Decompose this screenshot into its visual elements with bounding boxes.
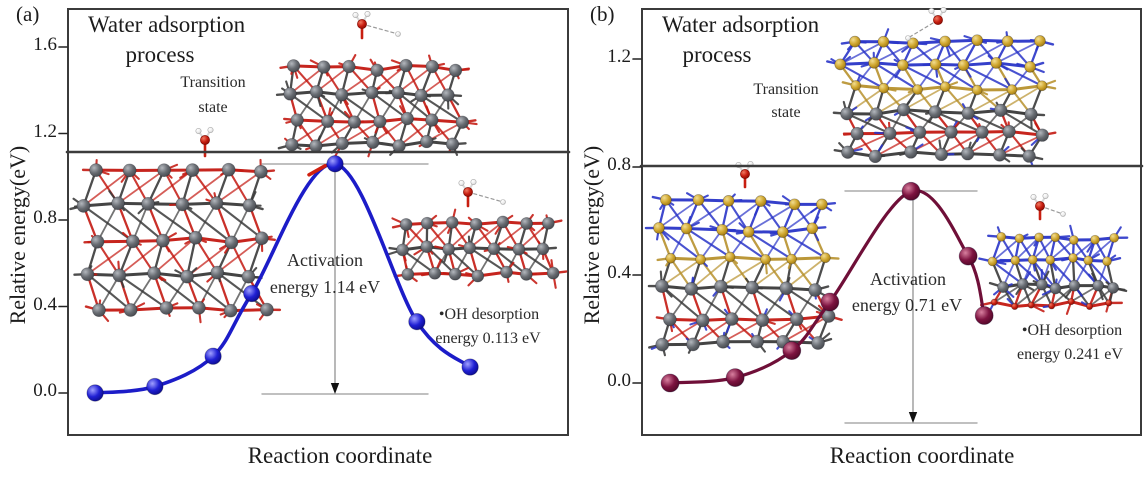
panel-a-activation-energy-line2: energy 1.14 eV <box>269 277 381 297</box>
panel-a-label: (a) <box>16 2 40 26</box>
panel-a-y-tick-label: 0.8 <box>33 207 57 228</box>
panel-b-title-line2: process <box>682 42 752 67</box>
panel-b-title-line1: Water adsorption <box>662 12 820 37</box>
panel-a-y-tick-label: 0.0 <box>33 380 57 401</box>
panel-a-plot-box <box>67 8 569 436</box>
panel-b-y-tick-label: 1.2 <box>607 46 631 67</box>
panel-b-desorption-energy-line2: energy 0.241 eV <box>1017 346 1123 363</box>
panel-b-transition-state-label-line2: state <box>771 104 801 121</box>
panel-a-desorption-energy-line2: energy 0.113 eV <box>435 330 541 347</box>
panel-b-y-tick-label: 0.4 <box>607 262 631 283</box>
panel-a-title-line1: Water adsorption <box>88 12 246 37</box>
panel-a-transition-state-label-line1: Transition <box>180 74 246 91</box>
panel-a-x-axis-label: Reaction coordinate <box>247 443 433 468</box>
panel-a-y-tick-label: 1.2 <box>33 120 57 142</box>
panel-b-activation-energy-line1: Activation <box>870 269 946 289</box>
panel-b-plot-box <box>641 8 1142 436</box>
panel-a-title-line2: process <box>125 42 195 67</box>
panel-a-y-tick-label: 1.6 <box>33 34 57 55</box>
panel-b-y-axis-label: Relative energy(eV) <box>578 145 604 325</box>
panel-a-desorption-energy-line1: •OH desorption <box>438 306 540 323</box>
panel-b-x-axis-label: Reaction coordinate <box>829 443 1015 468</box>
panel-b-label: (b) <box>590 2 615 26</box>
panel-a-transition-state-label-line2: state <box>198 99 228 116</box>
panel-b-activation-energy-line2: energy 0.71 eV <box>851 295 963 315</box>
panel-b-transition-state-label-line1: Transition <box>753 81 819 98</box>
panel-a-y-axis-label: Relative energy(eV) <box>4 145 30 325</box>
panel-b-desorption-energy-line1: •OH desorption <box>1021 322 1123 339</box>
panel-a-activation-energy-line1: Activation <box>287 250 363 270</box>
panel-b-y-tick-label: 0.0 <box>607 370 631 391</box>
panel-b-y-tick-label: 0.8 <box>607 154 631 175</box>
panel-a-y-tick-label: 0.4 <box>33 293 57 315</box>
